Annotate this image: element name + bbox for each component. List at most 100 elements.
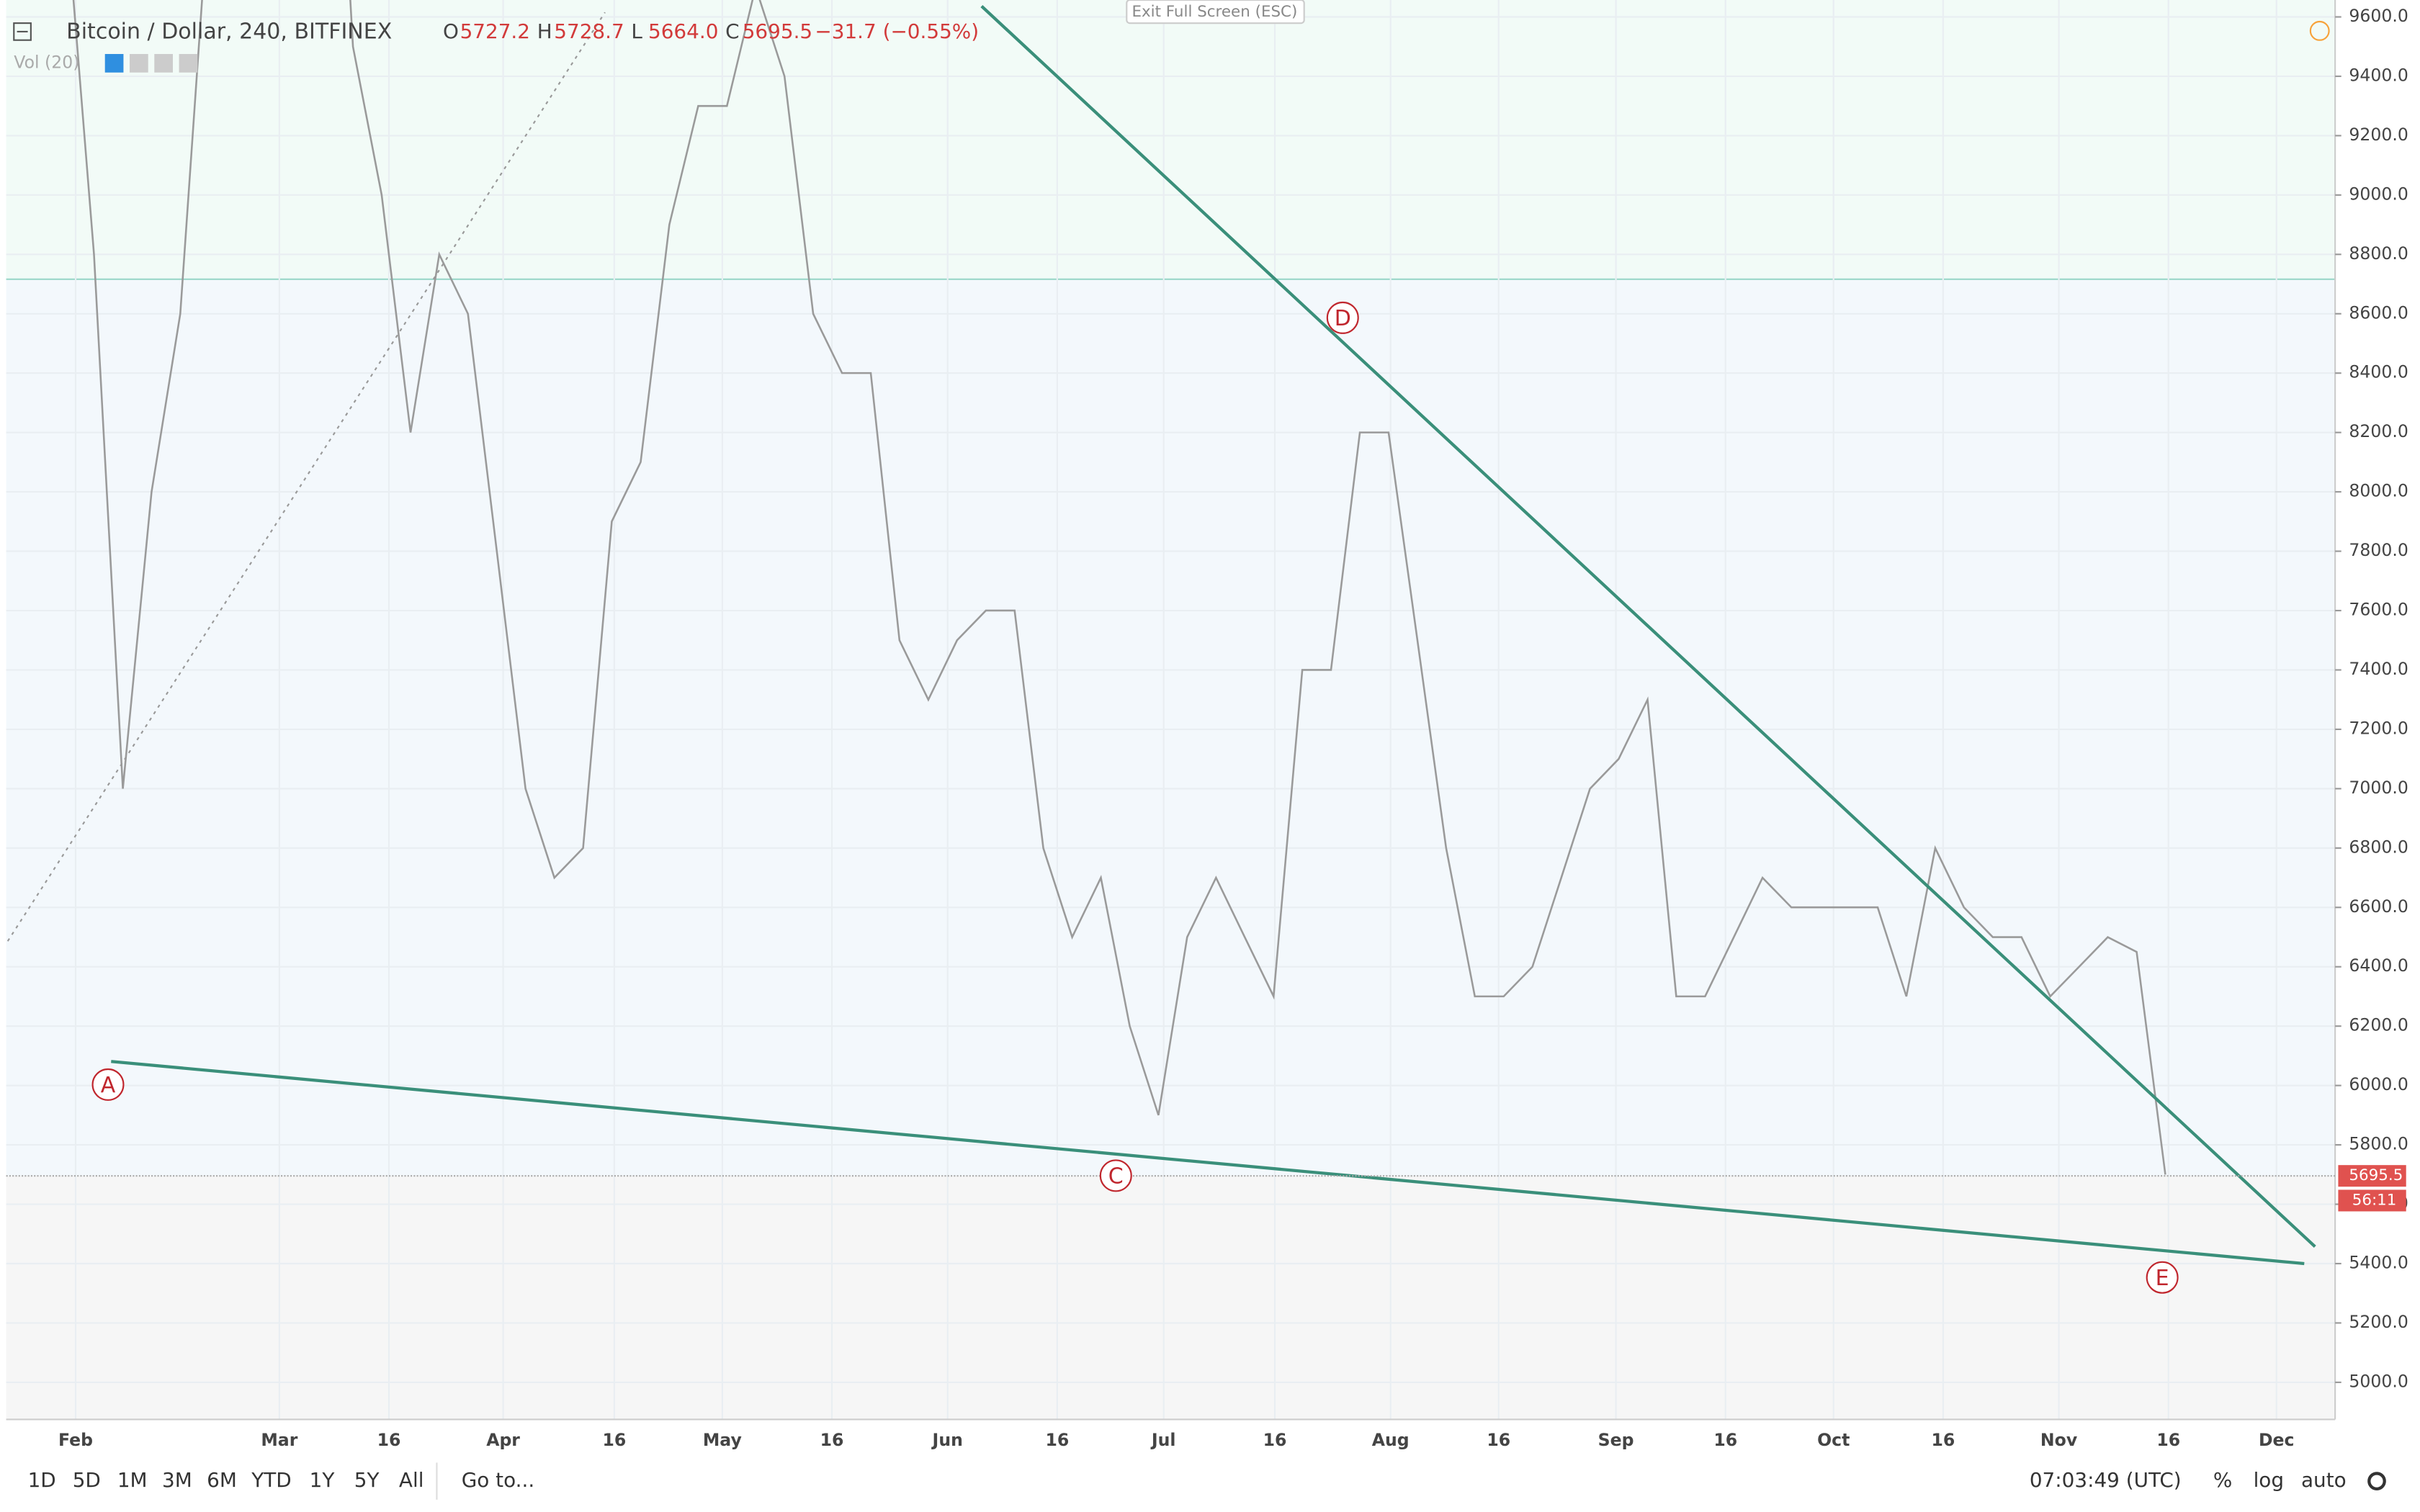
x-tick-label: Mar	[261, 1430, 297, 1450]
vol-add[interactable]	[154, 54, 173, 73]
last-price-label: 5695.5	[2349, 1166, 2403, 1184]
symbol: Bitcoin / Dollar, 240, BITFINEX	[66, 19, 392, 45]
y-tick-label: 6200.0	[2349, 1015, 2408, 1035]
y-tick-label: 8600.0	[2349, 302, 2408, 323]
legend: Bitcoin / Dollar, 240, BITFINEX Vol (20)	[13, 19, 392, 73]
x-tick-label: Feb	[58, 1430, 93, 1450]
range-button[interactable]: 3M	[162, 1468, 192, 1492]
range-button[interactable]: 1Y	[310, 1468, 336, 1492]
range-button[interactable]: 1M	[117, 1468, 148, 1492]
ohlc-key: C	[725, 19, 739, 43]
x-tick-label: Jul	[1150, 1430, 1176, 1450]
y-tick-label: 7800.0	[2349, 540, 2408, 560]
x-tick-label: Nov	[2040, 1430, 2078, 1450]
option-button[interactable]: log	[2254, 1468, 2284, 1492]
x-tick-label: Oct	[1817, 1430, 1850, 1450]
y-tick-label: 5800.0	[2349, 1134, 2408, 1154]
y-tick-label: 9600.0	[2349, 6, 2408, 26]
ohlc-value: 5727.2	[460, 19, 530, 43]
exit-label: Exit Full Screen (ESC)	[1131, 3, 1297, 21]
x-tick-label: 16	[2156, 1430, 2180, 1450]
dotted-trend	[6, 12, 606, 942]
point-marker	[2146, 1261, 2179, 1294]
x-tick-label: Apr	[486, 1430, 520, 1450]
x-tick-label: 16	[1713, 1430, 1737, 1450]
profit-zone	[6, 0, 2336, 279]
point-label: E	[2156, 1266, 2169, 1291]
y-tick-label: 7000.0	[2349, 778, 2408, 798]
range-button[interactable]: 1D	[28, 1468, 56, 1492]
y-tick-label: 8000.0	[2349, 481, 2408, 501]
x-tick-label: Jun	[931, 1430, 963, 1450]
y-tick-label: 5200.0	[2349, 1312, 2408, 1332]
point-marker	[1326, 301, 1359, 334]
y-tick-label: 8200.0	[2349, 421, 2408, 441]
countdown-label: 56:11	[2352, 1191, 2397, 1209]
vol-settings[interactable]	[130, 54, 148, 73]
range-button[interactable]: 5Y	[354, 1468, 380, 1492]
y-tick-label: 8800.0	[2349, 243, 2408, 264]
x-tick-label: Aug	[1372, 1430, 1410, 1450]
y-tick-label: 6000.0	[2349, 1074, 2408, 1094]
point-label: A	[101, 1073, 116, 1098]
point-label: C	[1108, 1164, 1124, 1189]
plot	[72, 0, 2166, 1175]
x-tick-label: 16	[377, 1430, 401, 1450]
range-button[interactable]: 6M	[207, 1468, 237, 1492]
y-tick-label: 7600.0	[2349, 600, 2408, 620]
x-tick-label: May	[703, 1430, 742, 1450]
collapse-icon[interactable]	[13, 22, 32, 41]
y-tick-label: 7400.0	[2349, 659, 2408, 679]
point-marker	[1099, 1159, 1132, 1192]
change: −31.7 (−0.55%)	[815, 19, 979, 43]
option-button[interactable]: auto	[2301, 1468, 2347, 1492]
clock: 07:03:49 (UTC)	[2030, 1468, 2182, 1492]
y-tick-label: 9400.0	[2349, 65, 2408, 85]
x-tick-label: 16	[602, 1430, 626, 1450]
ohlc-key: H	[537, 19, 552, 43]
range-button[interactable]: All	[399, 1468, 424, 1492]
ohlc-value: 5695.5	[743, 19, 812, 43]
ohlc-key: L	[631, 19, 642, 43]
ohlc-key: O	[443, 19, 459, 43]
stop-zone	[6, 1175, 2336, 1420]
y-tick-label: 5000.0	[2349, 1371, 2408, 1391]
x-tick-label: 16	[1263, 1430, 1287, 1450]
x-tick-label: 16	[820, 1430, 844, 1450]
range-button[interactable]: 5D	[73, 1468, 101, 1492]
upper-trendline	[980, 5, 2316, 1248]
y-tick-label: 9000.0	[2349, 184, 2408, 204]
price-line	[72, 0, 2166, 1175]
x-tick-label: 16	[1931, 1430, 1955, 1450]
point-marker	[91, 1068, 125, 1101]
x-tick-label: 16	[1045, 1430, 1069, 1450]
option-button[interactable]: %	[2213, 1468, 2232, 1492]
grid	[6, 0, 2336, 1420]
y-tick-label: 8400.0	[2349, 362, 2408, 382]
exit-button[interactable]	[1126, 0, 1305, 24]
lower-trendline	[111, 1060, 2305, 1266]
y-tick-label: 7200.0	[2349, 718, 2408, 738]
vol-remove[interactable]	[179, 54, 198, 73]
volume-label: Vol (20)	[14, 52, 79, 72]
alert-icon[interactable]	[2309, 20, 2330, 41]
countdown-tag	[2338, 1189, 2406, 1212]
vol-eye[interactable]	[104, 54, 124, 73]
ohlc-value: 5728.7	[554, 19, 624, 43]
x-tick-label: Dec	[2259, 1430, 2295, 1450]
ohlc-value: 5664.0	[648, 19, 718, 43]
settings-icon[interactable]	[2367, 1472, 2386, 1490]
point-label: D	[1335, 306, 1351, 331]
y-tick-label: 6600.0	[2349, 896, 2408, 917]
y-tick-label: 6800.0	[2349, 837, 2408, 857]
x-tick-label: Sep	[1598, 1430, 1634, 1450]
goto[interactable]: Go to...	[462, 1468, 534, 1492]
toolbar	[0, 1450, 2420, 1512]
range-button[interactable]: YTD	[251, 1468, 291, 1492]
x-tick-label: 16	[1487, 1430, 1510, 1450]
last-price-tag	[2338, 1165, 2406, 1187]
y-tick-label: 9200.0	[2349, 125, 2408, 145]
y-tick-label: 6400.0	[2349, 955, 2408, 976]
